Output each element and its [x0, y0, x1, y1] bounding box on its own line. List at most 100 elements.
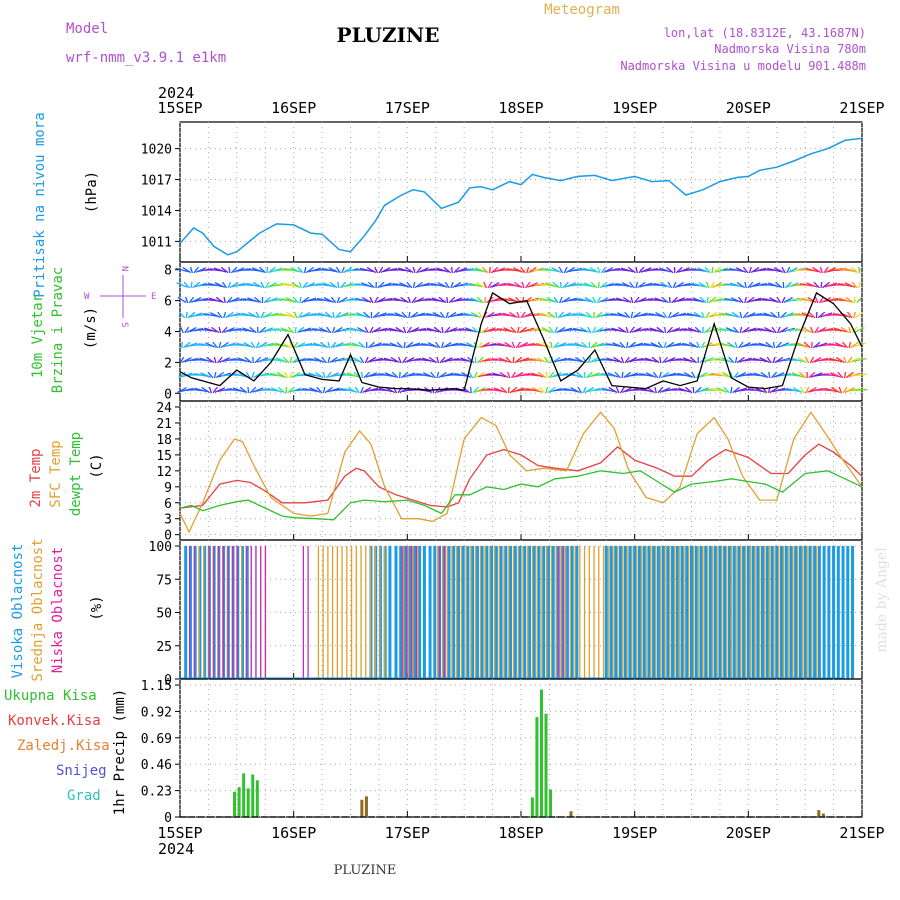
wind-arrow	[552, 281, 560, 289]
wind-arrow	[790, 357, 805, 363]
wind-arrow	[474, 267, 487, 273]
wind-arrow	[651, 356, 660, 364]
wind-arrow	[530, 372, 544, 378]
wind-arrow	[799, 283, 815, 287]
wind-arrow	[282, 356, 290, 364]
wind-arrow	[450, 281, 454, 289]
altitude-text: Nadmorska Visina 780m	[714, 42, 866, 56]
wind-arrow	[510, 326, 517, 334]
wind-arrow	[192, 281, 201, 289]
wind-arrow	[450, 297, 463, 303]
bottom-date-label: 20SEP	[726, 824, 771, 842]
wind-arrow	[589, 356, 599, 364]
wind-arrow	[297, 311, 304, 319]
wind-arrow	[305, 266, 315, 274]
wind-arrow	[578, 312, 591, 318]
wind-arrow	[548, 371, 555, 379]
wind-arrow	[514, 281, 523, 289]
wind-arrow	[497, 342, 511, 348]
wind-arrow	[559, 281, 562, 289]
wind-arrow	[401, 311, 408, 319]
wind-arrow	[292, 296, 299, 304]
wind-arrow	[613, 356, 623, 364]
wind-arrow	[468, 282, 483, 288]
wind-arrow	[797, 356, 808, 364]
wind-arrow	[336, 296, 341, 304]
wind-arrow	[233, 267, 245, 273]
wind-arrow	[408, 327, 420, 333]
wind-arrow	[731, 311, 741, 319]
top-date-label: 15SEP	[157, 99, 202, 117]
y-tick-label: 8	[164, 264, 172, 279]
lonlat-text: lon,lat (18.8312E, 43.1687N)	[664, 26, 866, 40]
wind-arrow	[701, 357, 714, 363]
wind-arrow	[431, 297, 444, 303]
wind-arrow	[770, 311, 778, 319]
wind-arrow	[760, 371, 769, 379]
wind-arrow	[359, 267, 374, 273]
wind-arrow	[851, 389, 868, 391]
wind-arrow	[838, 386, 843, 394]
wind-arrow	[599, 281, 608, 289]
wind-arrow	[572, 327, 587, 333]
wind-arrow	[557, 311, 565, 319]
wind-arrow	[518, 326, 528, 334]
wind-arrow	[598, 296, 609, 304]
wind-arrow	[744, 312, 756, 318]
wind-arrow	[812, 341, 821, 349]
year-bottom: 2024	[158, 840, 194, 858]
bottom-date-label: 17SEP	[385, 824, 430, 842]
wind-arrow	[547, 386, 556, 394]
wind-arrow	[528, 266, 537, 274]
wind-arrow	[728, 267, 744, 273]
bottom-date-label: 16SEP	[271, 824, 316, 842]
wind-arrow	[762, 297, 777, 303]
wind-arrow	[638, 266, 645, 274]
wind-arrow	[466, 341, 476, 349]
wind-arrow	[208, 282, 223, 288]
wind-arrow	[650, 342, 661, 348]
wind-arrow	[462, 386, 470, 394]
wind-arrow	[573, 342, 586, 348]
wind-arrow	[438, 371, 447, 379]
wind-arrow	[706, 296, 709, 304]
wind-arrow	[251, 371, 255, 379]
wind-arrow	[243, 341, 254, 349]
wind-arrow	[255, 341, 260, 349]
wind-arrow	[506, 371, 511, 379]
wind-arrow	[337, 281, 340, 289]
wind-arrow	[808, 311, 816, 319]
precip-bar	[539, 689, 543, 817]
wind-arrow	[498, 357, 510, 363]
wind-arrow	[199, 357, 213, 363]
wind-arrow	[502, 312, 516, 318]
wind-arrow	[355, 297, 369, 303]
wind-arrow	[363, 371, 371, 379]
wind-arrow	[775, 341, 782, 349]
wind-arrow	[715, 372, 729, 378]
precip-bar	[821, 813, 825, 817]
wind-arrow	[622, 387, 633, 393]
wind-arrow	[438, 296, 447, 304]
wind-arrow	[671, 296, 678, 304]
wind-arrow	[521, 281, 525, 289]
wind-arrow	[287, 326, 295, 334]
wind-arrow	[765, 341, 774, 349]
wind-arrow	[776, 326, 781, 334]
wind-arrow	[322, 371, 326, 379]
wind-arrow	[414, 281, 423, 289]
wind-arrow	[657, 386, 664, 394]
wind-arrow	[558, 266, 564, 274]
wind-arrow	[512, 267, 524, 273]
y-tick-label: 2	[164, 356, 172, 371]
wind-arrow	[395, 326, 405, 334]
wind-arrow	[844, 387, 855, 393]
wind-sublabel: Brzina i Pravac	[50, 267, 66, 393]
wind-arrow	[318, 327, 330, 333]
wind-arrow	[601, 266, 606, 274]
wind-arrow	[339, 281, 347, 289]
wind-arrow	[698, 371, 708, 379]
wind-arrow	[788, 266, 798, 274]
wind-arrow	[522, 312, 534, 318]
wind-arrow	[275, 357, 288, 363]
